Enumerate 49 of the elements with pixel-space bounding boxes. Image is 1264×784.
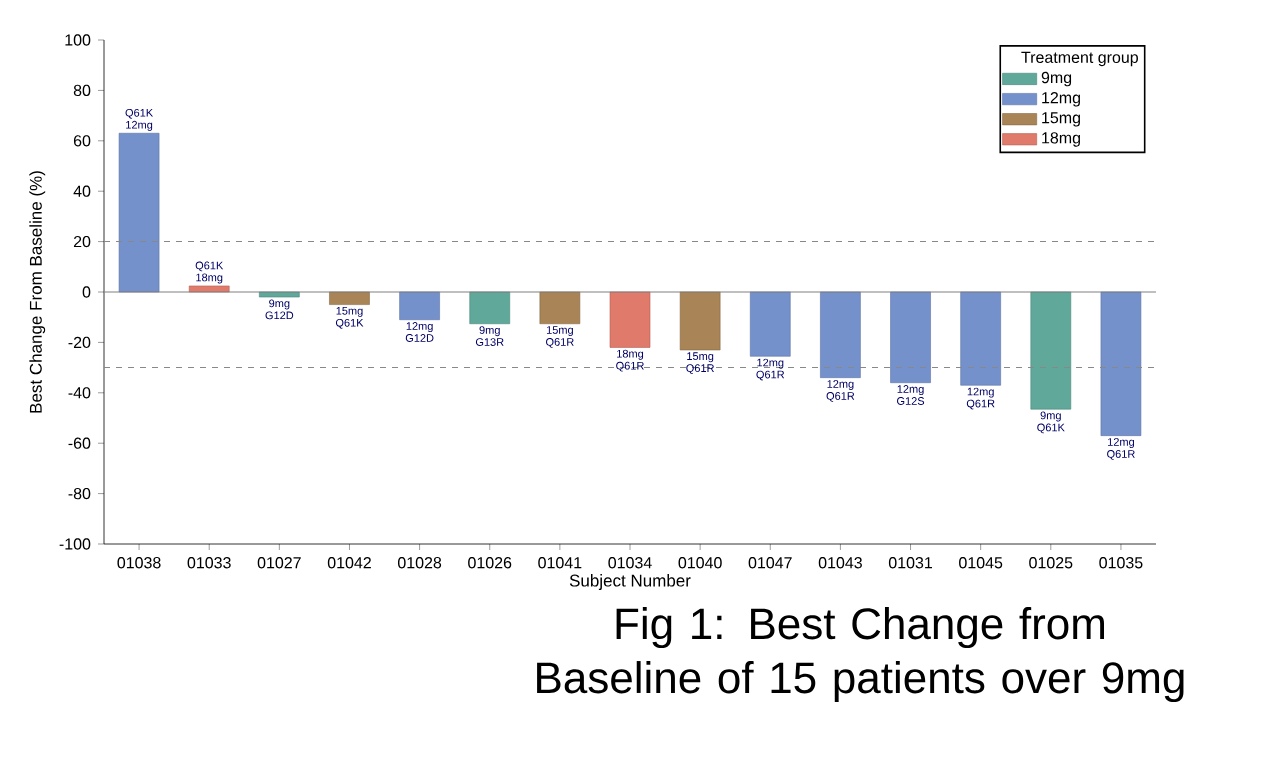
bar	[399, 291, 440, 321]
x-tick-label: 01038	[117, 557, 161, 569]
x-tick-label: 01047	[748, 557, 792, 569]
x-tick-label: 01025	[1029, 557, 1073, 569]
x-tick-label: 01034	[608, 557, 652, 569]
y-tick-label: -60	[68, 437, 91, 449]
legend-label: 18mg	[1042, 132, 1080, 147]
y-axis-title: Best Change From Baseline (%)	[29, 171, 46, 413]
x-tick-label: 01041	[538, 557, 582, 569]
x-tick-label: 01042	[327, 557, 371, 569]
bar	[890, 291, 931, 384]
x-tick-label: 01043	[818, 557, 862, 569]
bar	[188, 285, 230, 293]
bar	[329, 291, 370, 305]
bar	[609, 291, 651, 348]
y-tick-label: -80	[68, 487, 91, 500]
y-tick-label: 40	[73, 185, 91, 197]
y-tick-label: -40	[68, 387, 91, 399]
x-tick-label: 01026	[468, 557, 512, 569]
x-axis-title: Subject Number	[569, 574, 691, 590]
legend-label: 15mg	[1042, 112, 1080, 127]
y-tick-label: 0	[82, 286, 91, 298]
y-tick-label: 60	[73, 135, 91, 147]
y-tick-label: 80	[73, 84, 91, 97]
x-tick-label: 01040	[678, 557, 722, 569]
bar	[820, 291, 861, 378]
bar	[960, 291, 1001, 386]
x-tick-label: 01028	[397, 557, 442, 569]
bar	[469, 291, 511, 325]
bar	[118, 132, 160, 293]
x-tick-label: 01031	[888, 557, 932, 569]
bar	[539, 291, 581, 325]
legend-label: 9mg	[1041, 71, 1072, 87]
bar	[1030, 291, 1072, 410]
bar	[259, 291, 300, 298]
caption: Fig 1: Best Change from Baseline of 15 patients over 9mg	[537, 607, 1184, 703]
legend-title: Treatment group	[1021, 51, 1138, 67]
x-tick-label: 01033	[187, 557, 231, 569]
bar	[749, 291, 791, 357]
bar	[679, 291, 721, 351]
y-tick-label: 100	[65, 34, 91, 46]
y-tick-label: 20	[73, 235, 91, 248]
y-tick-label: -100	[59, 538, 91, 550]
y-tick-label: -20	[68, 336, 91, 349]
x-tick-label: 01035	[1099, 557, 1143, 569]
x-tick-label: 01045	[959, 557, 1003, 569]
x-tick-label: 01027	[257, 557, 301, 569]
bar	[1100, 291, 1142, 436]
legend-label: 12mg	[1042, 92, 1080, 107]
